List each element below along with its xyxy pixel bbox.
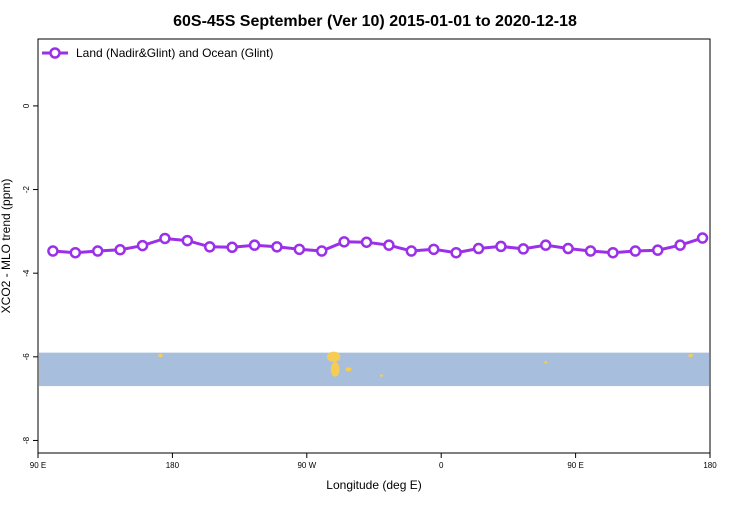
map-strip (39, 351, 709, 387)
map-land-patch (544, 361, 548, 364)
x-tick-label: 90 W (297, 461, 316, 470)
y-tick-label: 0 (22, 103, 31, 108)
y-tick-label: -4 (22, 269, 31, 277)
x-tick-label: 180 (166, 461, 180, 470)
data-point (360, 236, 373, 248)
y-tick-label: -2 (22, 185, 31, 193)
map-land-patch (379, 374, 383, 377)
x-tick-label: 90 E (567, 461, 583, 470)
x-tick-label: 180 (703, 461, 717, 470)
map-land-patch (688, 353, 693, 358)
data-point (226, 241, 238, 254)
map-land-patch (158, 353, 163, 358)
data-point (651, 244, 664, 256)
data-point (159, 232, 171, 245)
data-point (405, 245, 418, 257)
x-tick-label: 90 E (30, 461, 46, 470)
x-axis: 90 E 180 90 W 0 90 E 180 (30, 453, 717, 470)
data-point (517, 243, 530, 255)
legend: Land (Nadir&Glint) and Ocean (Glint) (42, 46, 273, 60)
data-point (539, 239, 552, 251)
x-tick-label: 0 (439, 461, 444, 470)
map-ocean-band (39, 352, 709, 387)
data-point (495, 240, 507, 253)
x-axis-label: Longitude (deg E) (326, 478, 421, 492)
data-point (114, 244, 126, 256)
data-point (562, 242, 574, 255)
series-layer (47, 232, 709, 259)
legend-label: Land (Nadir&Glint) and Ocean (Glint) (76, 46, 273, 60)
data-point (427, 243, 440, 256)
plot-frame (37, 38, 711, 454)
y-tick-label: -6 (22, 353, 31, 361)
data-point (472, 242, 485, 255)
chart-title: 60S-45S September (Ver 10) 2015-01-01 to… (173, 13, 577, 30)
y-tick-label: -8 (22, 436, 31, 444)
map-land-patch (345, 367, 352, 372)
legend-swatch-marker (49, 47, 61, 59)
data-point (203, 241, 216, 253)
data-point (248, 239, 261, 251)
data-point (450, 246, 462, 259)
map-land-patch (330, 362, 340, 377)
data-point (383, 239, 395, 251)
data-point (69, 246, 82, 259)
data-point (629, 245, 642, 257)
data-point (293, 243, 306, 256)
data-point (584, 245, 597, 257)
data-point (181, 234, 194, 247)
data-point (91, 245, 104, 257)
data-point (674, 239, 686, 251)
data-point (696, 232, 709, 244)
map-land-patch (326, 351, 341, 363)
y-axis-label: XCO2 - MLO trend (ppm) (0, 179, 13, 314)
data-point (47, 245, 59, 257)
data-point (136, 239, 149, 252)
y-axis: 0 -2 -4 -6 -8 (22, 103, 38, 444)
series-line (52, 236, 703, 255)
data-point (315, 245, 328, 257)
data-point (271, 241, 283, 253)
data-point (607, 246, 619, 259)
data-point (338, 236, 350, 248)
